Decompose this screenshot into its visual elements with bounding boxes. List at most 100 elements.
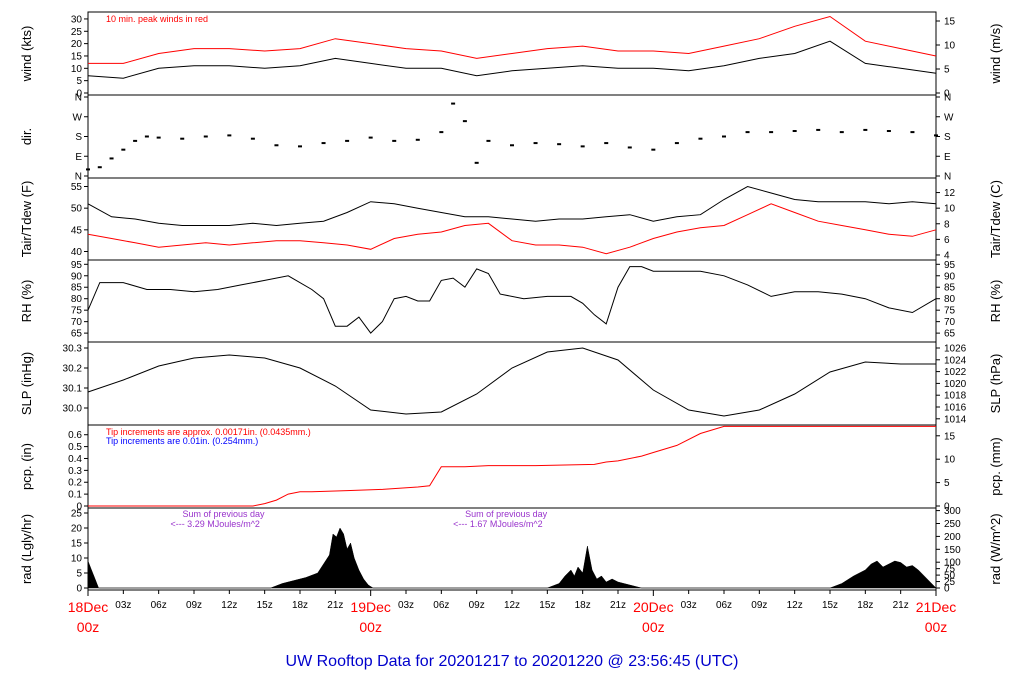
ytick-left-label: 0.5 (68, 442, 82, 453)
ytick-left-label: 10 (71, 64, 83, 75)
xtick-label: 09z (186, 600, 202, 611)
data-point (86, 168, 90, 171)
tip-note-blue: Tip increments are 0.01in. (0.254mm.) (106, 436, 258, 446)
xtick-label: 15z (539, 600, 555, 611)
ytick-right-label: 50 (944, 571, 956, 582)
panel-temperature: 40 45 50 55 4 6 8 10 12 Tair/Tdew (F) Tair/Tdew (C… (19, 177, 1003, 261)
ytick-left-label: 15 (71, 51, 83, 62)
ytick-right-label: 0 (944, 89, 950, 100)
ytick-left-label: 5 (76, 76, 82, 87)
data-point (144, 135, 149, 138)
data-point (462, 120, 467, 123)
ylabel-right: wind (m/s) (988, 24, 1003, 85)
ytick-right-label: N (944, 93, 951, 104)
day-hour-label: 00z (77, 619, 100, 635)
ytick-left-label: 30.1 (63, 384, 83, 395)
ytick-left-label: 0.3 (68, 466, 82, 477)
ytick-right-label: 95 (944, 260, 956, 271)
radiation-area (87, 527, 937, 589)
ytick-left-label: 25 (71, 509, 83, 520)
ytick-left-label: 70 (71, 317, 83, 328)
data-point (698, 137, 703, 140)
ytick-left-label: 40 (71, 247, 83, 258)
day-label: 21Dec (916, 599, 956, 615)
ylabel-left: Tair/Tdew (F) (19, 181, 34, 258)
day-label: 20Dec (633, 599, 673, 615)
xtick-label: 12z (787, 600, 803, 611)
ytick-left-label: 20 (71, 524, 83, 535)
data-point (368, 136, 373, 139)
ytick-right-label: S (944, 132, 951, 143)
data-point (792, 130, 797, 133)
data-point (510, 144, 514, 147)
ylabel-left: wind (kts) (19, 26, 34, 83)
ytick-left-label: 30.3 (63, 344, 83, 355)
series-line (87, 266, 937, 334)
data-point (451, 102, 456, 105)
ytick-left-label: S (75, 132, 82, 143)
ytick-right-label: 75 (944, 306, 956, 317)
ytick-right-label: 10 (944, 41, 956, 52)
xtick-label: 18z (857, 600, 873, 611)
ytick-left-label: 0.4 (68, 454, 82, 465)
data-point (557, 143, 562, 146)
ytick-left-label: 85 (71, 283, 83, 294)
data-point (415, 138, 420, 141)
series-line-0 (87, 40, 937, 79)
data-point (392, 139, 397, 142)
ytick-right-label: 90 (944, 271, 956, 282)
xtick-label: 18z (575, 600, 591, 611)
ytick-right-label: 15 (944, 431, 956, 442)
panel-annotation: 10 min. peak winds in red (106, 14, 208, 24)
ytick-right-label: 10 (944, 455, 956, 466)
ytick-right-label: 80 (944, 294, 956, 305)
ytick-left-label: 0 (76, 502, 82, 513)
chart-title: UW Rooftop Data for 20201217 to 20201220… (286, 653, 739, 670)
radiation-note-1: Sum of previous day (465, 509, 548, 519)
series-line-0 (87, 185, 937, 227)
data-point (533, 142, 538, 145)
xtick-label: 09z (751, 600, 767, 611)
ytick-left-label: 0.6 (68, 430, 82, 441)
ytick-right-label: 1026 (944, 344, 967, 355)
ytick-left-label: E (75, 152, 82, 163)
data-point (674, 142, 679, 145)
ylabel-left: SLP (inHg) (19, 352, 34, 415)
data-point (345, 139, 350, 142)
xtick-label: 21z (610, 600, 626, 611)
data-point (863, 128, 868, 131)
data-point (651, 148, 656, 151)
data-point (227, 134, 232, 137)
radiation-note-0: Sum of previous day (182, 509, 265, 519)
data-point (886, 130, 891, 133)
ytick-right-label: 5 (944, 65, 950, 76)
data-point (250, 137, 255, 140)
series-line (87, 347, 936, 417)
data-point (816, 128, 821, 131)
ylabel-right: Tair/Tdew (C) (988, 180, 1003, 258)
ytick-left-label: 45 (71, 225, 83, 236)
series-line (88, 425, 936, 507)
ytick-left-label: 15 (71, 539, 83, 550)
xtick-label: 21z (893, 600, 909, 611)
ytick-right-label: 150 (944, 545, 961, 556)
ytick-left-label: 30.0 (63, 404, 83, 415)
xtick-label: 03z (398, 600, 414, 611)
ytick-right-label: 0 (944, 502, 950, 513)
data-point (627, 146, 632, 149)
xtick-label: 03z (115, 600, 131, 611)
ytick-right-label: 4 (944, 250, 950, 261)
ytick-right-label: 8 (944, 219, 950, 230)
ytick-left-label: N (75, 172, 82, 183)
ylabel-right: rad (W/m^2) (988, 513, 1003, 584)
ytick-right-label: W (944, 112, 954, 123)
ytick-left-label: 20 (71, 39, 83, 50)
ytick-right-label: 1016 (944, 403, 967, 414)
panel-frame (87, 259, 937, 343)
ytick-right-label: 85 (944, 283, 956, 294)
